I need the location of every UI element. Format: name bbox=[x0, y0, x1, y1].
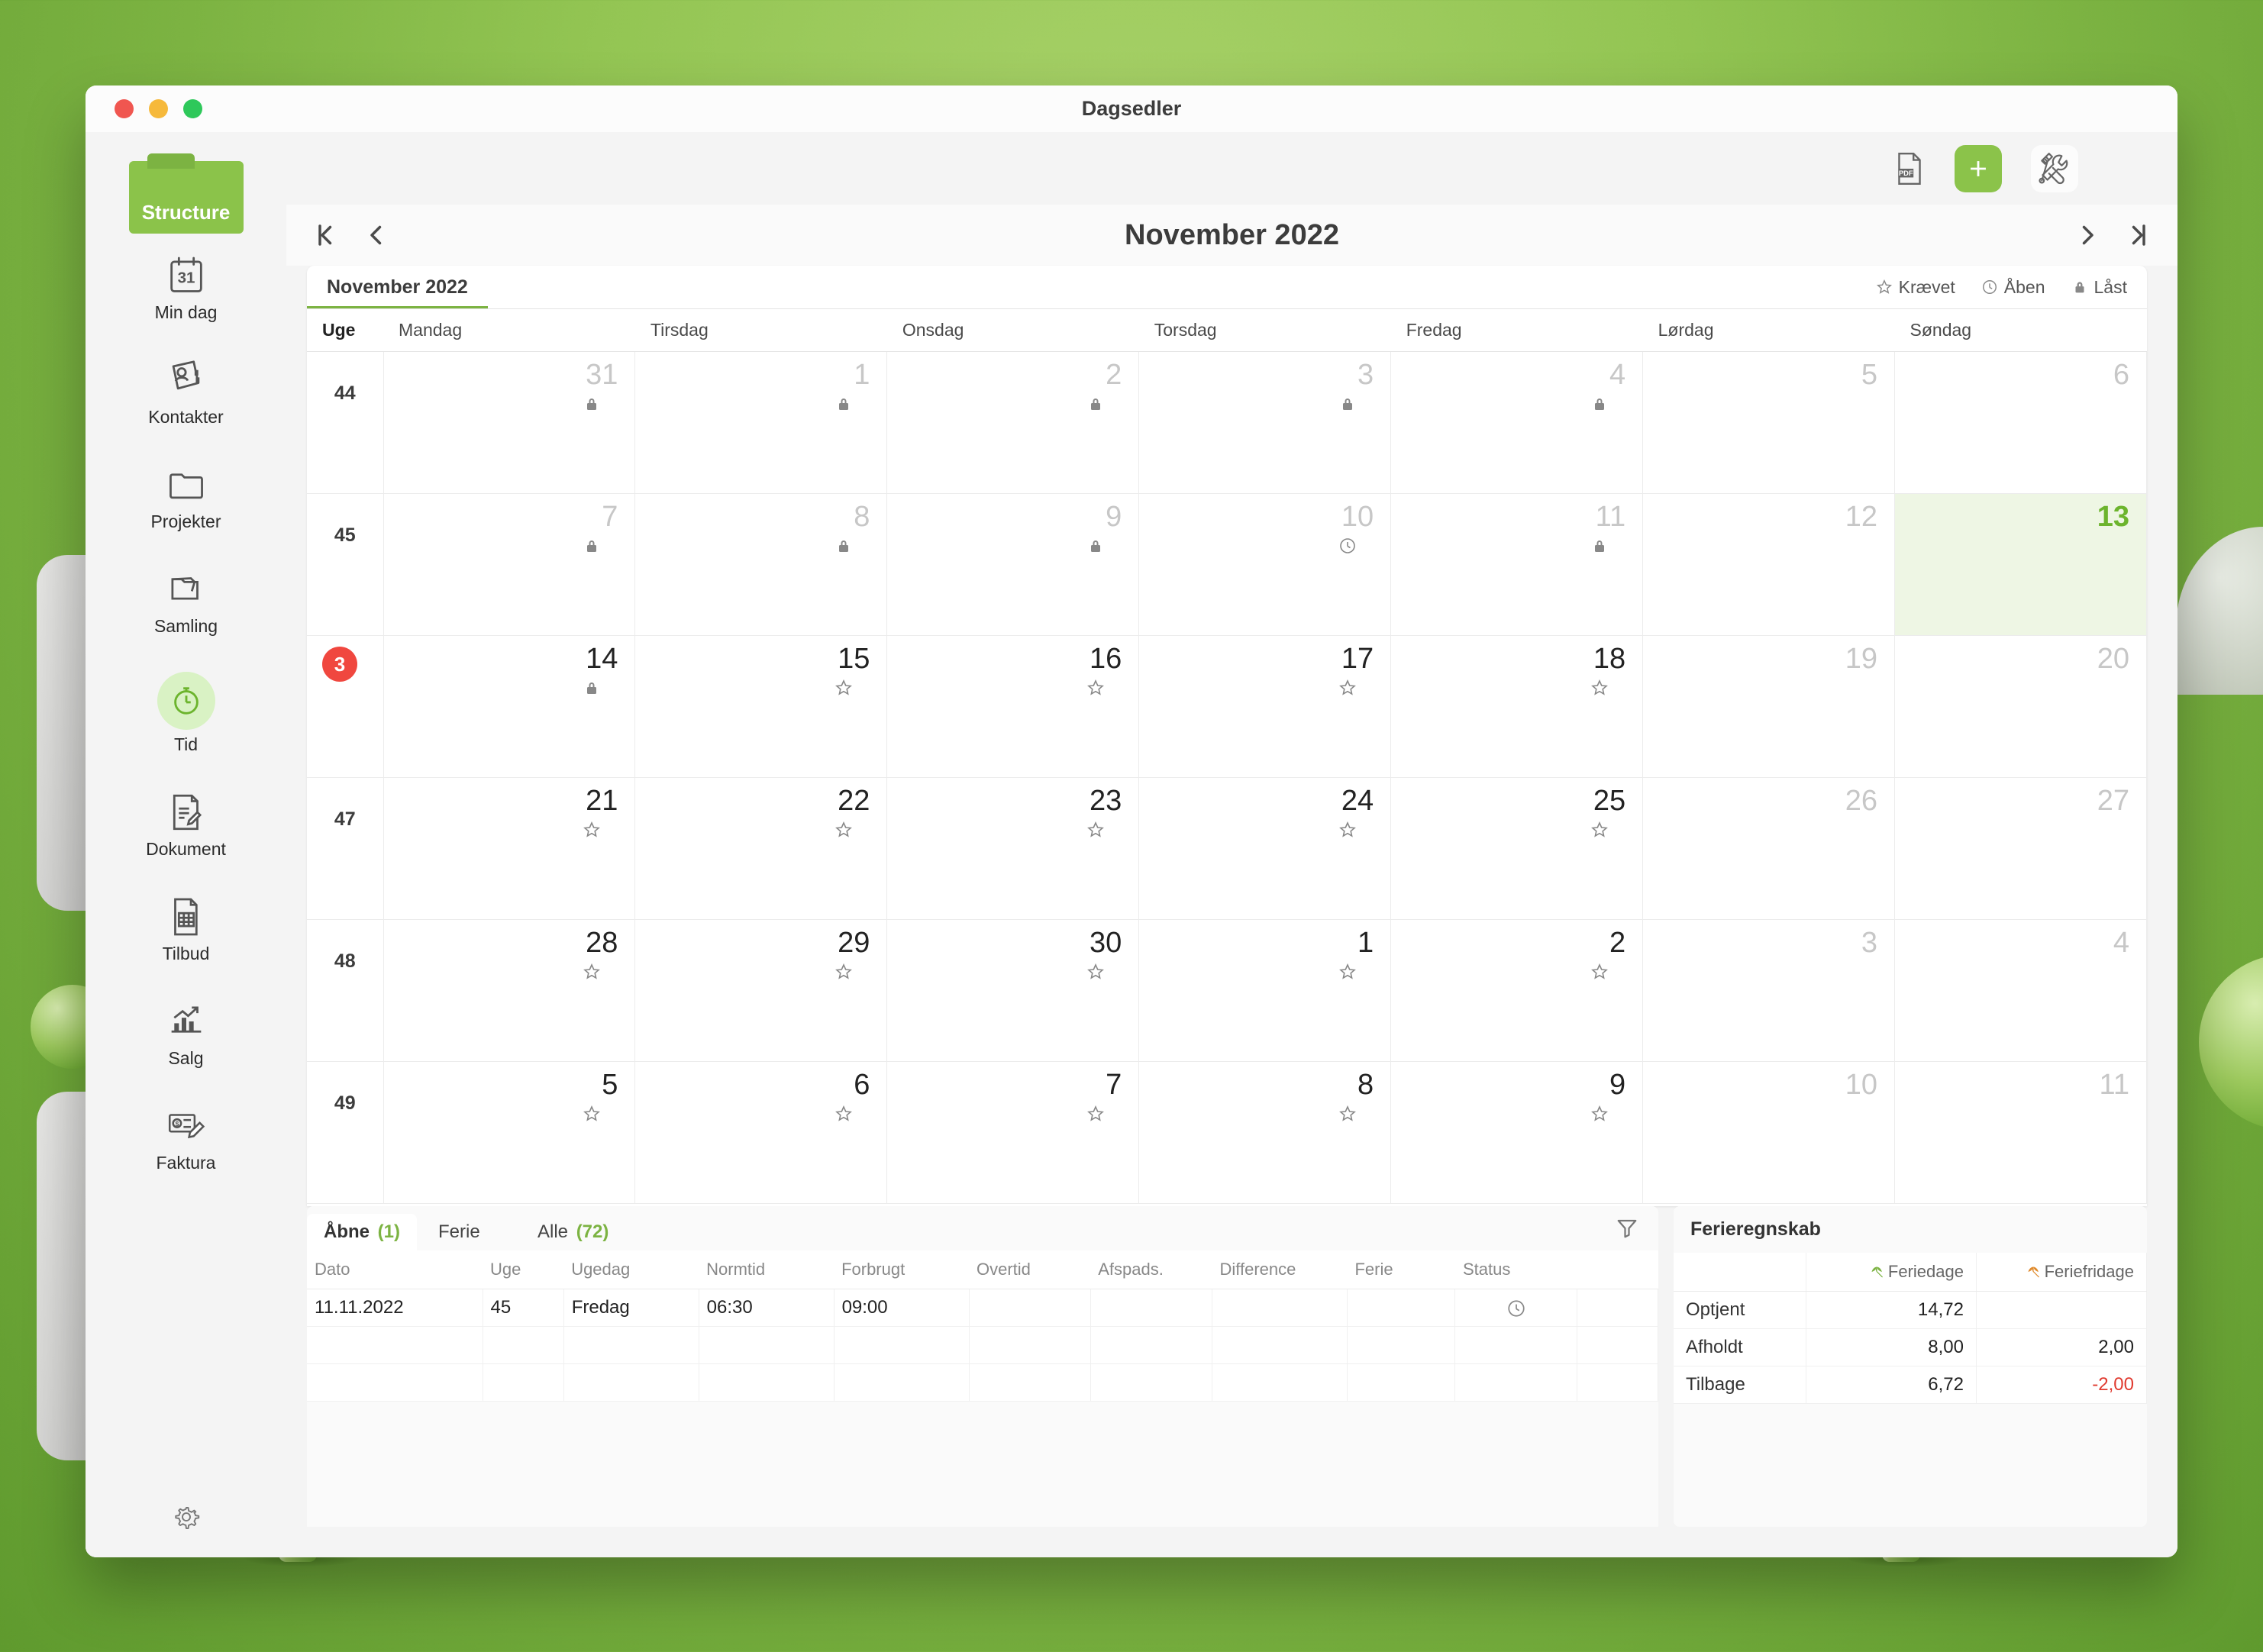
svg-text:PDF: PDF bbox=[1899, 169, 1913, 177]
svg-text:$: $ bbox=[175, 1120, 179, 1128]
svg-text:31: 31 bbox=[177, 269, 195, 287]
